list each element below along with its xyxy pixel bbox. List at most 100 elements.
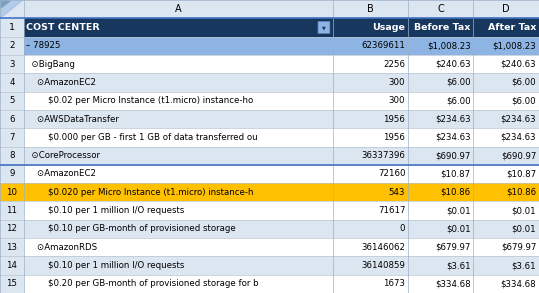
- Bar: [24, 238, 333, 256]
- Bar: [408, 18, 473, 37]
- Bar: [0, 128, 24, 146]
- Bar: [408, 0, 473, 18]
- Text: Before Tax: Before Tax: [414, 23, 471, 32]
- Text: 2256: 2256: [383, 59, 405, 69]
- FancyBboxPatch shape: [318, 21, 330, 33]
- Text: 7: 7: [9, 133, 15, 142]
- Text: COST CENTER: COST CENTER: [26, 23, 100, 32]
- Bar: [473, 55, 539, 73]
- Text: 300: 300: [389, 96, 405, 105]
- Text: $1,008.23: $1,008.23: [493, 41, 536, 50]
- Bar: [333, 220, 408, 238]
- Bar: [473, 238, 539, 256]
- Text: ⊙AmazonEC2: ⊙AmazonEC2: [26, 169, 96, 178]
- Text: 36146062: 36146062: [361, 243, 405, 252]
- Bar: [24, 55, 333, 73]
- Text: ▼: ▼: [322, 25, 326, 30]
- Bar: [24, 146, 333, 165]
- Text: $0.01: $0.01: [512, 224, 536, 234]
- Text: $234.63: $234.63: [435, 115, 471, 124]
- Bar: [333, 202, 408, 220]
- Text: $679.97: $679.97: [501, 243, 536, 252]
- Text: $690.97: $690.97: [501, 151, 536, 160]
- Bar: [473, 0, 539, 18]
- Bar: [333, 183, 408, 202]
- Bar: [408, 238, 473, 256]
- Text: $0.10 per 1 million I/O requests: $0.10 per 1 million I/O requests: [26, 261, 185, 270]
- Text: 12: 12: [6, 224, 17, 234]
- Text: ⊙BigBang: ⊙BigBang: [26, 59, 75, 69]
- Bar: [408, 220, 473, 238]
- Bar: [0, 220, 24, 238]
- Text: 72160: 72160: [378, 169, 405, 178]
- Bar: [0, 0, 24, 18]
- Bar: [0, 18, 24, 37]
- Text: $240.63: $240.63: [435, 59, 471, 69]
- Text: $234.63: $234.63: [501, 133, 536, 142]
- Bar: [24, 275, 333, 293]
- Text: $10.87: $10.87: [440, 169, 471, 178]
- Bar: [0, 91, 24, 110]
- Text: $6.00: $6.00: [512, 96, 536, 105]
- Bar: [408, 128, 473, 146]
- Bar: [24, 18, 333, 37]
- Text: 8: 8: [9, 151, 15, 160]
- Bar: [24, 37, 333, 55]
- Bar: [0, 110, 24, 128]
- Text: 300: 300: [389, 78, 405, 87]
- Text: 5: 5: [9, 96, 15, 105]
- Text: 36337396: 36337396: [362, 151, 405, 160]
- Text: $10.86: $10.86: [440, 188, 471, 197]
- Text: 1956: 1956: [383, 115, 405, 124]
- Bar: [408, 146, 473, 165]
- Text: $0.20 per GB-month of provisioned storage for b: $0.20 per GB-month of provisioned storag…: [26, 279, 259, 288]
- Text: 62369611: 62369611: [362, 41, 405, 50]
- Text: $10.86: $10.86: [506, 188, 536, 197]
- Text: 3: 3: [9, 59, 15, 69]
- Text: After Tax: After Tax: [488, 23, 536, 32]
- Text: 9: 9: [9, 169, 15, 178]
- Bar: [473, 91, 539, 110]
- Text: 1956: 1956: [383, 133, 405, 142]
- Bar: [333, 165, 408, 183]
- Bar: [408, 37, 473, 55]
- Text: ⊙AWSDataTransfer: ⊙AWSDataTransfer: [26, 115, 119, 124]
- Bar: [24, 183, 333, 202]
- Bar: [333, 73, 408, 91]
- Bar: [473, 18, 539, 37]
- Text: 36140859: 36140859: [362, 261, 405, 270]
- Text: $6.00: $6.00: [446, 96, 471, 105]
- Bar: [333, 275, 408, 293]
- Bar: [24, 202, 333, 220]
- Text: $0.01: $0.01: [446, 224, 471, 234]
- Bar: [333, 146, 408, 165]
- Bar: [0, 55, 24, 73]
- Text: $334.68: $334.68: [501, 279, 536, 288]
- Text: $10.87: $10.87: [506, 169, 536, 178]
- Text: $234.63: $234.63: [435, 133, 471, 142]
- Text: $240.63: $240.63: [501, 59, 536, 69]
- Text: C: C: [437, 4, 444, 14]
- Text: $690.97: $690.97: [435, 151, 471, 160]
- Bar: [0, 146, 24, 165]
- Text: $3.61: $3.61: [512, 261, 536, 270]
- Text: 1673: 1673: [383, 279, 405, 288]
- Bar: [333, 128, 408, 146]
- Text: 71617: 71617: [378, 206, 405, 215]
- Text: $679.97: $679.97: [435, 243, 471, 252]
- Bar: [24, 91, 333, 110]
- Bar: [0, 238, 24, 256]
- Bar: [473, 183, 539, 202]
- Text: $3.61: $3.61: [446, 261, 471, 270]
- Bar: [0, 275, 24, 293]
- Bar: [473, 165, 539, 183]
- Text: $0.10 per GB-month of provisioned storage: $0.10 per GB-month of provisioned storag…: [26, 224, 236, 234]
- Bar: [473, 256, 539, 275]
- Text: 6: 6: [9, 115, 15, 124]
- Text: 543: 543: [389, 188, 405, 197]
- Bar: [408, 55, 473, 73]
- Bar: [333, 0, 408, 18]
- Text: $0.020 per Micro Instance (t1.micro) instance-h: $0.020 per Micro Instance (t1.micro) ins…: [26, 188, 254, 197]
- Text: $0.000 per GB - first 1 GB of data transferred ou: $0.000 per GB - first 1 GB of data trans…: [26, 133, 258, 142]
- Text: 0: 0: [400, 224, 405, 234]
